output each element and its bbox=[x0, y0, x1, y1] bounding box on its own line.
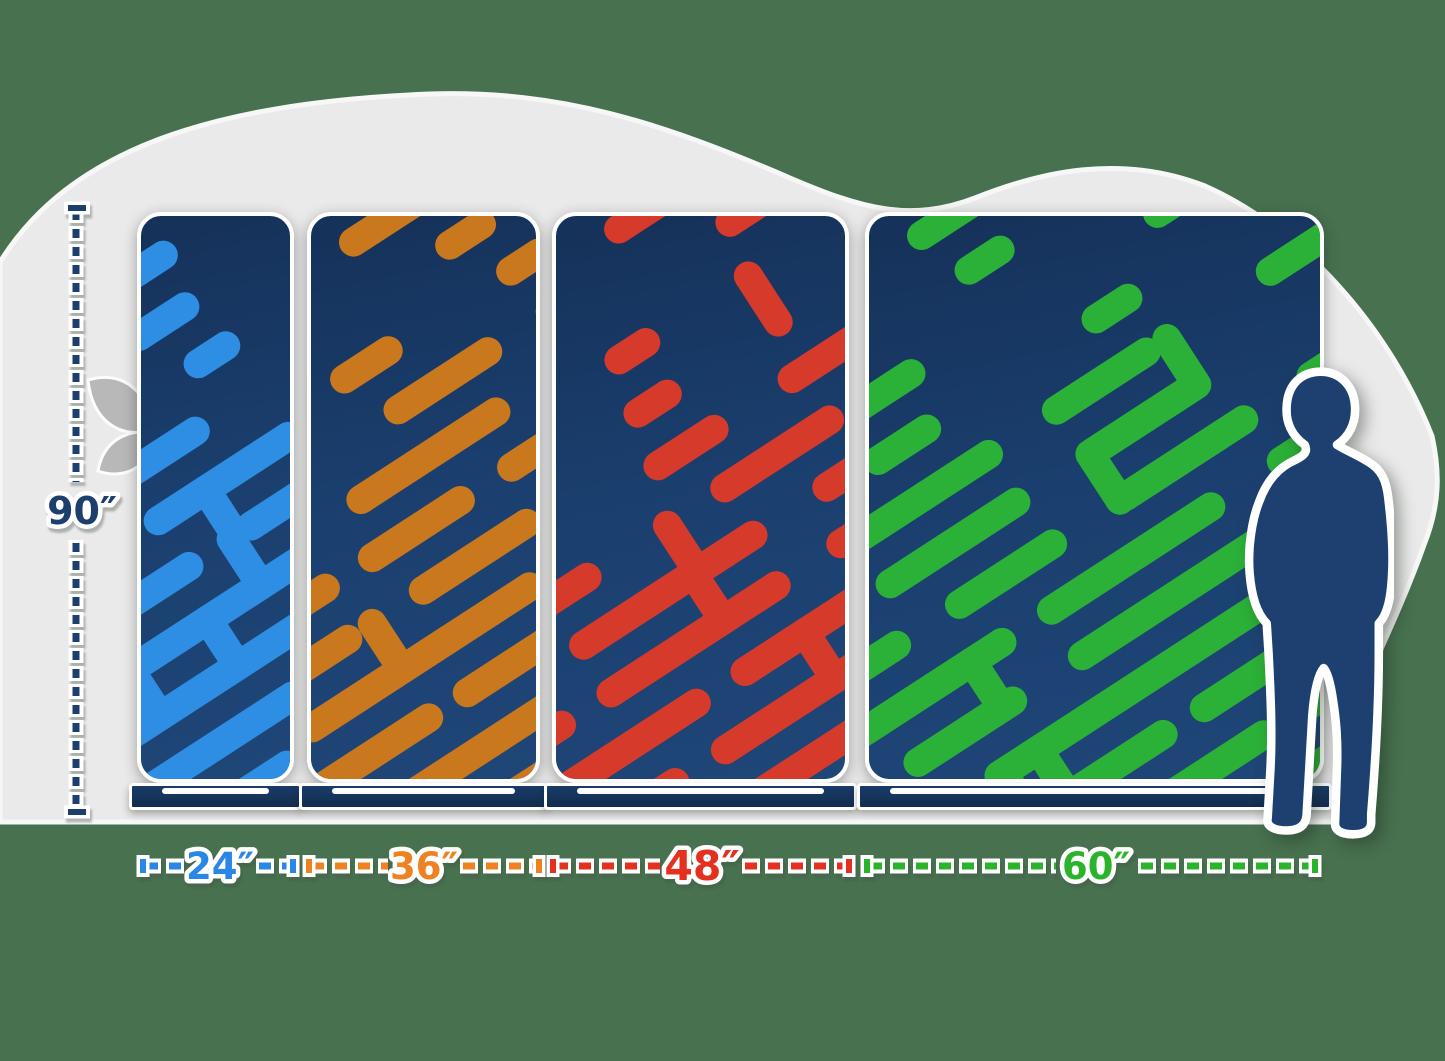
banner-panel-24 bbox=[137, 212, 294, 783]
base-slot bbox=[577, 788, 824, 794]
banner-base bbox=[129, 783, 302, 810]
person-silhouette bbox=[1244, 367, 1394, 839]
banner-pattern-48 bbox=[556, 216, 845, 779]
banner-panel-48 bbox=[552, 212, 849, 783]
banner-pattern-24 bbox=[141, 216, 290, 779]
base-slot bbox=[162, 788, 269, 794]
base-slot bbox=[332, 788, 515, 794]
banner-base bbox=[544, 783, 857, 810]
banner-pattern-36 bbox=[311, 216, 536, 779]
banner-base bbox=[857, 783, 1332, 810]
banner-pattern-60 bbox=[869, 216, 1320, 779]
base-slot bbox=[890, 788, 1299, 794]
banner-panel-60 bbox=[865, 212, 1324, 783]
banner-panel-36 bbox=[307, 212, 540, 783]
person-shape bbox=[1244, 367, 1394, 839]
banner-base bbox=[299, 783, 548, 810]
